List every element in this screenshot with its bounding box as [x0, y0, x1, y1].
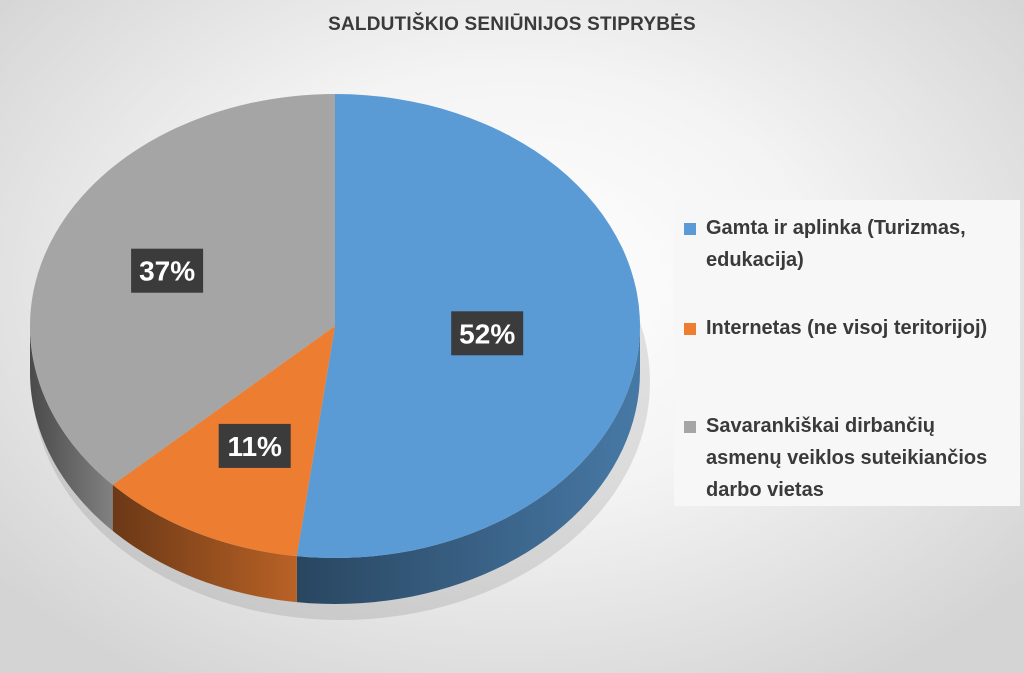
legend-swatch-0 [684, 223, 696, 235]
legend-label-1: Internetas (ne visoj teritorijoj) [706, 317, 988, 339]
data-label-1: 11% [227, 431, 282, 462]
legend-label-0: Gamta ir aplinka (Turizmas, edukacija) [706, 217, 966, 271]
legend-item-2: Savarankiškai dirbančių asmenų veiklos s… [684, 410, 1014, 506]
legend-item-1: Internetas (ne visoj teritorijoj) [684, 312, 1014, 344]
data-label-box-2 [131, 248, 204, 293]
legend-item-0: Gamta ir aplinka (Turizmas, edukacija) [684, 212, 1014, 276]
legend-label-2: Savarankiškai dirbančių asmenų veiklos s… [706, 415, 988, 501]
legend: Gamta ir aplinka (Turizmas, edukacija) I… [674, 200, 1020, 506]
pie-side-1 [112, 484, 297, 603]
legend-swatch-1 [684, 323, 696, 335]
data-label-box-0 [451, 311, 524, 356]
data-label-box-1 [218, 423, 291, 468]
data-label-0: 52% [459, 318, 515, 349]
legend-swatch-2 [684, 421, 696, 433]
pie-side-0 [296, 326, 640, 604]
data-label-2: 37% [139, 256, 195, 287]
chart-title: SALDUTIŠKIO SENIŪNIJOS STIPRYBĖS [328, 14, 696, 35]
pie-side-2 [30, 326, 113, 531]
